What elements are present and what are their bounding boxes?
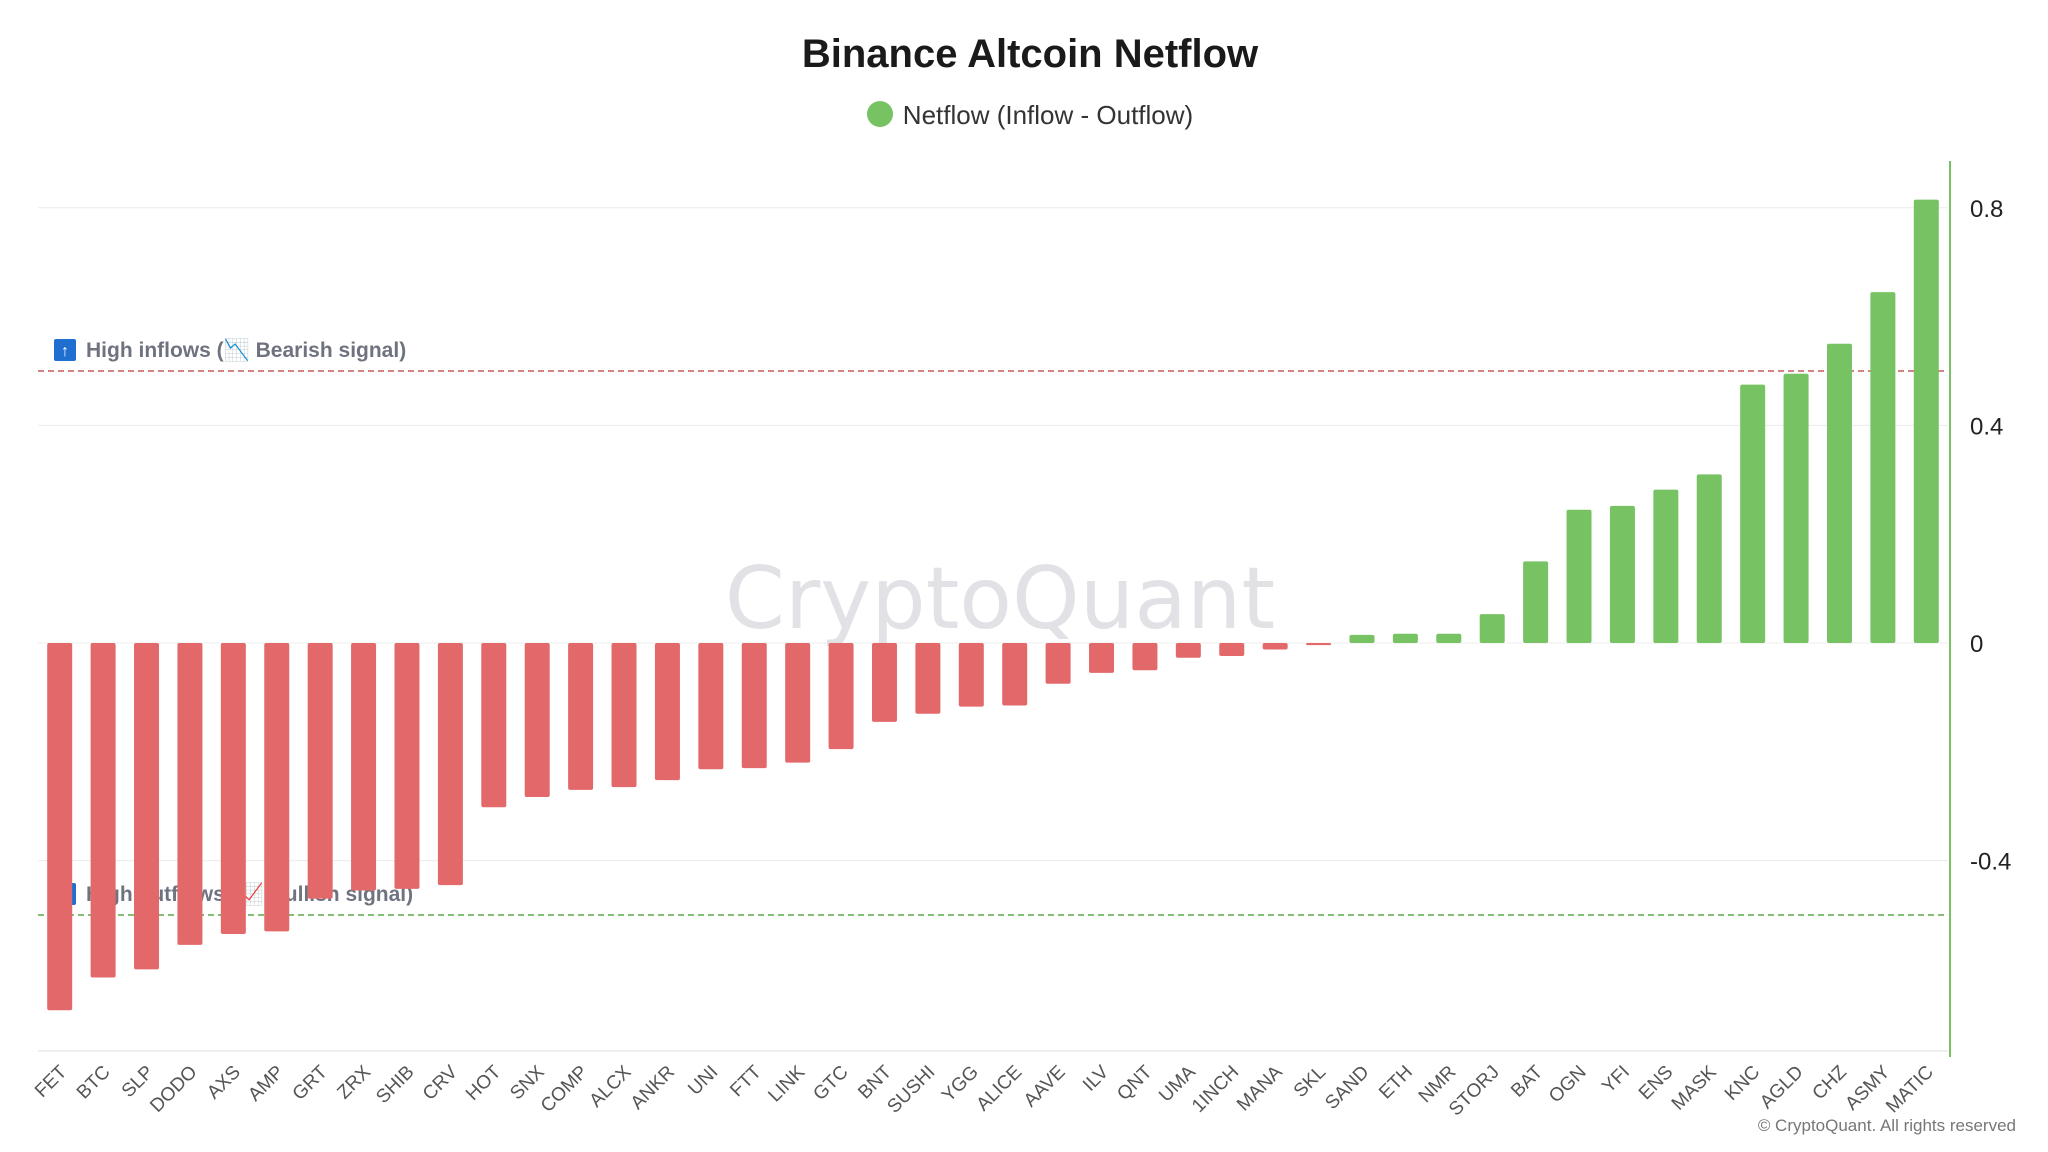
bar-bnt[interactable]	[871, 643, 897, 722]
bar-axs[interactable]	[220, 643, 246, 935]
bar-comp[interactable]	[568, 643, 594, 790]
bar-agld[interactable]	[1783, 373, 1809, 643]
x-tick-label: COMP	[537, 1062, 592, 1117]
bar-yfi[interactable]	[1609, 505, 1635, 643]
bar-qnt[interactable]	[1132, 643, 1158, 671]
x-tick-label: ALCX	[586, 1061, 636, 1111]
x-tick-label: YFI	[1598, 1062, 1634, 1098]
y-tick-label: 0	[1970, 631, 1983, 658]
bar-uma[interactable]	[1175, 643, 1201, 658]
x-tick-label: ZRX	[333, 1061, 375, 1103]
bar-bat[interactable]	[1523, 561, 1549, 643]
x-tick-label: HOT	[462, 1061, 505, 1104]
x-tick-label: AAVE	[1020, 1062, 1070, 1112]
x-tick-label: FET	[31, 1061, 72, 1102]
chart-down-icon: 📉	[224, 337, 256, 362]
y-tick-label: 0.8	[1970, 196, 2003, 223]
watermark: CryptoQuant	[725, 549, 1275, 649]
bar-ankr[interactable]	[654, 643, 680, 781]
x-tick-label: ALICE	[973, 1062, 1027, 1116]
bar-hot[interactable]	[481, 643, 507, 808]
bar-shib[interactable]	[394, 643, 420, 889]
x-tick-label: UNI	[684, 1062, 722, 1100]
bar-ygg[interactable]	[958, 643, 984, 707]
bar-alcx[interactable]	[611, 643, 637, 788]
bar-btc[interactable]	[90, 643, 116, 978]
x-tick-label: BAT	[1507, 1061, 1547, 1101]
bar-mask[interactable]	[1696, 474, 1722, 643]
x-tick-label: DODO	[146, 1062, 201, 1117]
x-tick-label: AXS	[203, 1062, 245, 1104]
x-tick-label: SUSHI	[884, 1062, 940, 1118]
x-tick-label: GRT	[289, 1061, 332, 1104]
y-tick-labels: 0.8 0.4 0 -0.4	[1970, 196, 2011, 876]
bar-snx[interactable]	[524, 643, 550, 797]
chart-title: Binance Altcoin Netflow	[801, 32, 1259, 76]
threshold-signal: Bullish signal)	[270, 883, 414, 906]
x-tick-label: QNT	[1113, 1061, 1156, 1104]
bar-alice[interactable]	[1002, 643, 1028, 706]
bar-amp[interactable]	[264, 643, 290, 932]
bar-uni[interactable]	[698, 643, 724, 770]
x-tick-label: ETH	[1375, 1062, 1417, 1104]
bar-ens[interactable]	[1653, 489, 1679, 643]
bar-gtc[interactable]	[828, 643, 854, 750]
bar-knc[interactable]	[1740, 384, 1766, 643]
copyright-text: © CryptoQuant. All rights reserved	[1757, 1116, 2016, 1135]
bar-ogn[interactable]	[1566, 509, 1592, 643]
bar-aave[interactable]	[1045, 643, 1071, 684]
legend-dot-icon	[866, 101, 893, 127]
x-tick-label: SHIB	[372, 1062, 418, 1108]
x-tick-label: OGN	[1545, 1062, 1590, 1107]
x-tick-label: SAND	[1321, 1062, 1373, 1114]
legend-label: Netflow (Inflow - Outflow)	[902, 100, 1194, 130]
x-tick-label: FTT	[726, 1061, 766, 1101]
bar-asmy[interactable]	[1870, 292, 1896, 643]
bar-matic[interactable]	[1913, 199, 1939, 643]
bar-sand[interactable]	[1349, 634, 1375, 643]
x-tick-label: ILV	[1079, 1061, 1113, 1095]
x-tick-label: GTC	[809, 1062, 852, 1105]
threshold-prefix: High inflows (	[86, 339, 224, 362]
x-tick-label: LINK	[764, 1061, 809, 1106]
x-tick-label: BTC	[73, 1062, 115, 1104]
x-tick-label: MASK	[1668, 1061, 1721, 1114]
bar-nmr[interactable]	[1436, 633, 1462, 643]
bar-ftt[interactable]	[741, 643, 767, 769]
x-tick-label: MANA	[1233, 1061, 1287, 1115]
x-tick-label: ANKR	[627, 1062, 679, 1114]
x-tick-label: AGLD	[1756, 1062, 1807, 1113]
bar-fet[interactable]	[47, 643, 73, 1011]
x-tick-label: CRV	[419, 1061, 462, 1104]
bar-mana[interactable]	[1262, 643, 1288, 650]
bar-dodo[interactable]	[177, 643, 203, 945]
bar-eth[interactable]	[1392, 633, 1418, 643]
chart-legend[interactable]: Netflow (Inflow - Outflow)	[0, 100, 2048, 131]
bar-crv[interactable]	[437, 643, 463, 886]
x-tick-label: MATIC	[1882, 1062, 1938, 1118]
bar-grt[interactable]	[307, 643, 333, 899]
threshold-signal: Bearish signal)	[256, 339, 407, 362]
bar-storj[interactable]	[1479, 614, 1505, 643]
bar-skl[interactable]	[1306, 643, 1332, 646]
threshold-text: High inflows (📉 Bearish signal)	[86, 337, 406, 362]
bar-slp[interactable]	[134, 643, 160, 970]
bar-zrx[interactable]	[351, 643, 377, 891]
threshold-annotation-high: ↑ High inflows (📉 Bearish signal)	[54, 337, 406, 362]
x-tick-label: 1INCH	[1188, 1062, 1243, 1117]
arrow-glyph: ↑	[61, 343, 69, 360]
arrow-up-icon	[54, 339, 76, 361]
y-tick-label: -0.4	[1970, 849, 2011, 876]
bar-chz[interactable]	[1826, 343, 1852, 643]
bar-ilv[interactable]	[1089, 643, 1115, 673]
bar-link[interactable]	[785, 643, 811, 763]
x-tick-label: AMP	[244, 1062, 288, 1106]
bar-1inch[interactable]	[1219, 643, 1245, 657]
bars	[47, 199, 1939, 1011]
bar-sushi[interactable]	[915, 643, 941, 714]
y-tick-label: 0.4	[1970, 413, 2003, 440]
